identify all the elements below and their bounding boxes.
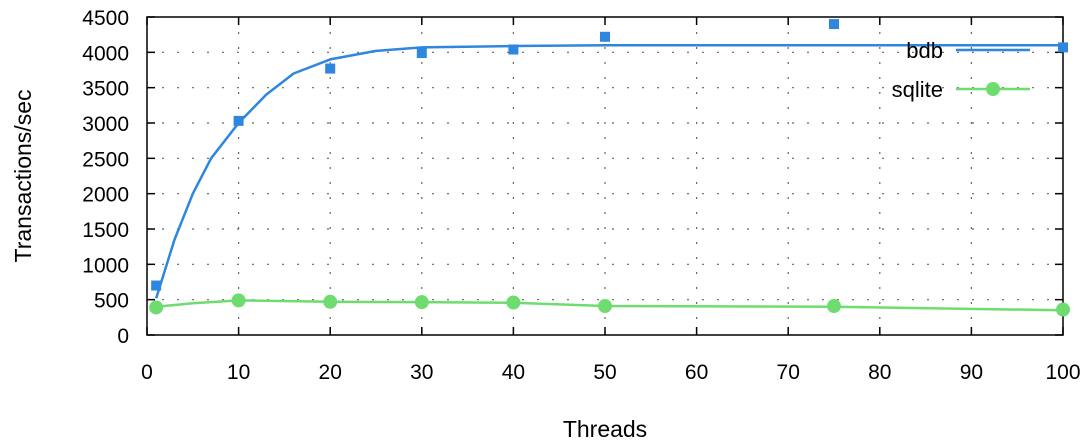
bdb-point (508, 44, 519, 55)
series-bdb (151, 19, 1068, 299)
bdb-fit-line (155, 44, 1063, 299)
bdb-point (829, 19, 839, 30)
y-axis-title: Transactions/sec (10, 90, 36, 263)
sqlite-point (598, 299, 612, 314)
bdb-point (1058, 42, 1068, 53)
bdb-point (325, 63, 336, 74)
legend-item-bdb: bdb (906, 38, 1030, 63)
y-tick-label: 3000 (82, 113, 129, 136)
sqlite-point (323, 294, 338, 309)
bdb-point (416, 48, 427, 59)
axis-ticks (146, 16, 1064, 336)
x-tick-label: 100 (1045, 361, 1080, 384)
y-tick-label: 500 (94, 290, 129, 313)
y-tick-label: 4000 (82, 42, 129, 65)
y-tick-label: 4500 (82, 7, 129, 30)
x-tick-label: 80 (868, 361, 891, 384)
y-tick-labels: 0 500 1000 1500 2000 2500 3000 3500 4000 4500 (82, 7, 129, 348)
sqlite-point (827, 299, 841, 314)
x-tick-label: 20 (319, 361, 342, 384)
y-tick-label: 1000 (82, 254, 129, 277)
sqlite-point (231, 293, 246, 308)
legend-item-sqlite: sqlite (892, 77, 1030, 102)
sqlite-point (506, 295, 521, 310)
bdb-point (233, 115, 244, 126)
series (149, 19, 1070, 317)
legend-label: bdb (906, 38, 943, 63)
x-tick-label: 70 (777, 361, 800, 384)
y-tick-label: 2500 (82, 148, 129, 171)
legend-label: sqlite (892, 77, 943, 102)
x-tick-labels: 0 10 20 30 40 50 60 70 80 90 100 (141, 361, 1080, 384)
sqlite-point (149, 300, 164, 315)
x-tick-label: 40 (502, 361, 525, 384)
y-tick-label: 1500 (82, 219, 129, 242)
y-tick-label: 0 (117, 325, 129, 348)
series-sqlite (149, 293, 1070, 317)
bdb-point (151, 280, 162, 291)
x-axis-title: Threads (563, 416, 647, 442)
x-tick-label: 10 (227, 361, 250, 384)
x-tick-label: 0 (141, 361, 153, 384)
bdb-point (600, 31, 610, 42)
x-tick-label: 60 (685, 361, 708, 384)
legend: bdb sqlite (892, 38, 1030, 102)
x-tick-label: 90 (960, 361, 983, 384)
y-tick-label: 3500 (82, 78, 129, 101)
y-tick-label: 2000 (82, 184, 129, 207)
sqlite-point (414, 295, 429, 310)
x-tick-label: 50 (593, 361, 616, 384)
legend-marker (986, 82, 1000, 96)
grid (147, 17, 1063, 335)
x-tick-label: 30 (410, 361, 433, 384)
sqlite-point (1056, 302, 1070, 317)
